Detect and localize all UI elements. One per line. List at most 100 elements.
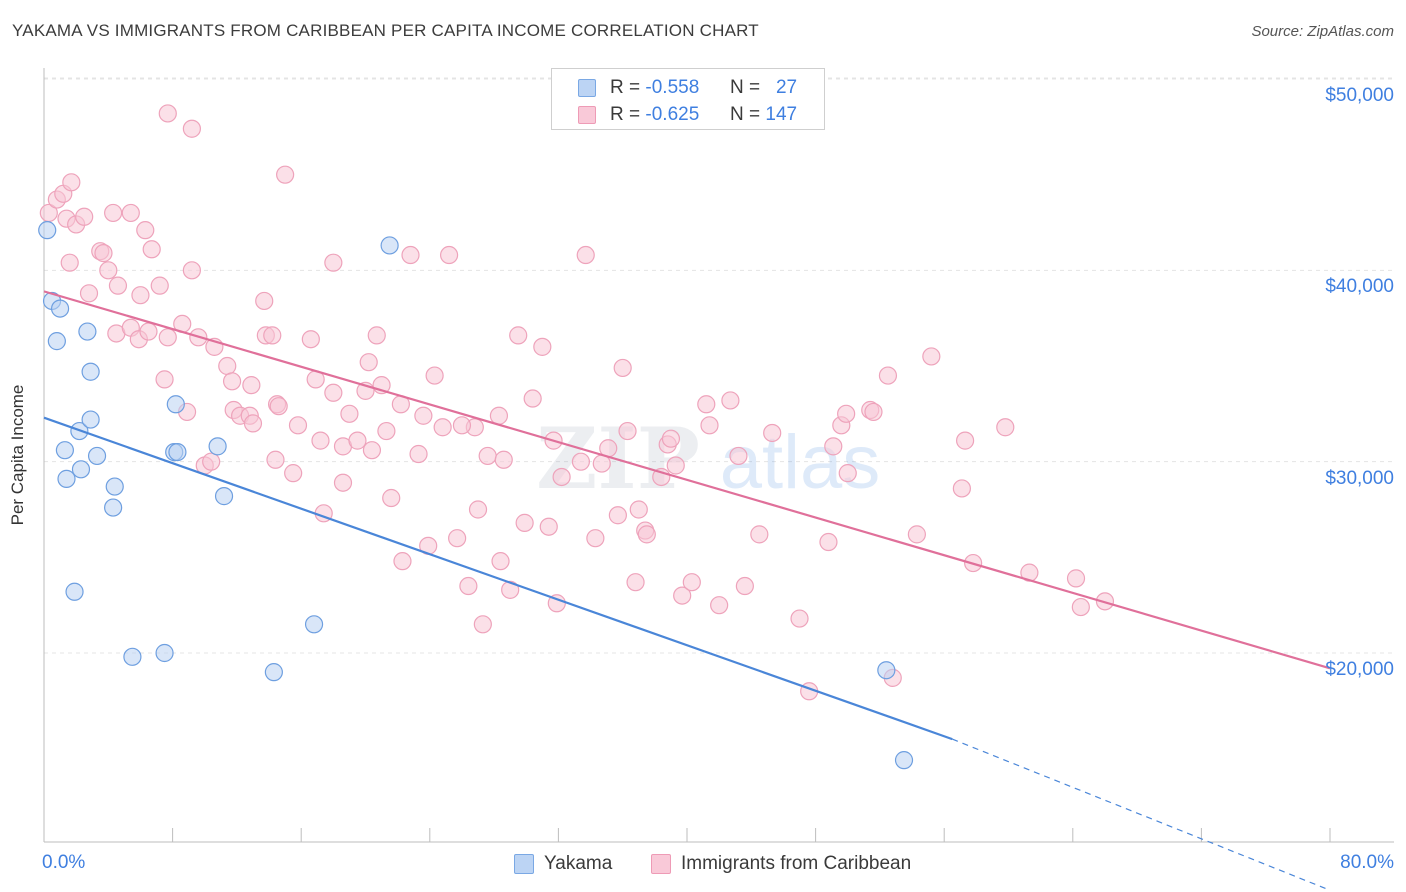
watermark-atlas: atlas	[720, 420, 881, 505]
caribbean-point	[242, 376, 261, 395]
caribbean-point	[414, 406, 433, 425]
yakama-point	[81, 410, 100, 429]
caribbean-point	[367, 326, 386, 345]
caribbean-point	[626, 573, 645, 592]
caribbean-point	[907, 525, 926, 544]
caribbean-point	[266, 450, 285, 469]
caribbean-point	[819, 532, 838, 552]
yakama-trend-extension	[952, 738, 1331, 891]
caribbean-point	[448, 529, 467, 548]
caribbean-point	[439, 245, 459, 265]
bottom-legend-label-caribbean: Immigrants from Caribbean	[681, 853, 912, 874]
caribbean-point	[996, 418, 1015, 437]
caribbean-point	[62, 173, 81, 192]
caribbean-point	[1071, 597, 1090, 617]
caribbean-point	[182, 119, 201, 138]
caribbean-point	[348, 431, 367, 450]
caribbean-points	[39, 104, 1115, 701]
caribbean-point	[377, 421, 396, 441]
caribbean-point	[121, 203, 140, 223]
caribbean-point	[473, 615, 492, 634]
source-credit: Source: ZipAtlas.com	[1251, 23, 1394, 40]
caribbean-point	[104, 203, 123, 223]
legend-r-caribbean: R = -0.625	[610, 104, 700, 125]
yakama-point	[123, 647, 142, 666]
yakama-point	[65, 582, 84, 601]
caribbean-point	[952, 479, 971, 498]
caribbean-point	[150, 276, 169, 295]
caribbean-point	[60, 253, 79, 272]
caribbean-point	[576, 245, 595, 265]
caribbean-point	[501, 580, 520, 599]
yakama-trend-line	[43, 416, 953, 741]
caribbean-point	[94, 244, 113, 263]
caribbean-point	[608, 506, 627, 525]
yakama-point	[877, 661, 896, 680]
caribbean-point	[401, 245, 420, 265]
yakama-point	[55, 441, 74, 460]
yakama-point	[47, 332, 66, 351]
caribbean-point	[218, 356, 237, 376]
legend-n-caribbean: N = 147	[730, 104, 798, 125]
caribbean-point	[729, 446, 748, 466]
caribbean-point	[409, 444, 428, 464]
caribbean-point	[955, 431, 975, 450]
caribbean-point	[735, 576, 754, 596]
caribbean-point	[763, 423, 782, 443]
caribbean-point	[533, 337, 552, 356]
x-tick-label-min: 0.0%	[42, 852, 86, 873]
legend-swatch-caribbean	[578, 106, 596, 124]
caribbean-point	[838, 464, 857, 483]
y-tick-label: $40,000	[1325, 276, 1394, 298]
caribbean-point	[301, 330, 320, 349]
caribbean-point	[750, 525, 769, 544]
y-axis-label: Per Capita Income	[8, 384, 27, 526]
caribbean-point	[324, 253, 343, 272]
y-tick-label: $30,000	[1325, 467, 1394, 489]
axes	[43, 68, 1394, 843]
caribbean-point	[682, 573, 701, 592]
legend-n-yakama: N = 27	[730, 77, 798, 98]
grid-lines	[44, 77, 1394, 654]
caribbean-point	[155, 370, 174, 389]
caribbean-point	[721, 391, 740, 410]
caribbean-point	[276, 165, 295, 184]
caribbean-point	[613, 358, 632, 378]
caribbean-point	[99, 261, 118, 280]
caribbean-point	[393, 552, 412, 571]
chart-title: YAKAMA VS IMMIGRANTS FROM CARIBBEAN PER …	[12, 21, 759, 40]
caribbean-point	[661, 429, 681, 448]
caribbean-point	[468, 500, 488, 519]
caribbean-point	[459, 576, 478, 596]
caribbean-point	[255, 291, 274, 311]
caribbean-point	[666, 456, 685, 475]
y-tick-label: $20,000	[1325, 659, 1394, 680]
caribbean-point	[311, 431, 330, 450]
caribbean-point	[108, 276, 128, 295]
caribbean-point	[359, 353, 378, 372]
caribbean-point	[340, 404, 359, 423]
caribbean-point	[523, 389, 542, 408]
yakama-point	[304, 615, 324, 634]
caribbean-point	[673, 586, 692, 605]
trend-lines	[43, 290, 1331, 891]
caribbean-point	[324, 383, 343, 402]
yakama-point	[87, 446, 107, 466]
caribbean-point	[284, 464, 303, 483]
caribbean-point	[586, 529, 605, 548]
caribbean-point	[79, 284, 99, 303]
stats-legend: R = -0.558 N = 27 R = -0.625 N = 147	[551, 68, 825, 130]
yakama-point	[264, 663, 283, 682]
caribbean-point	[864, 402, 883, 422]
yakama-point	[38, 221, 57, 240]
caribbean-point	[629, 500, 648, 519]
yakama-point	[57, 469, 76, 488]
caribbean-point	[790, 609, 809, 628]
caribbean-point	[837, 404, 856, 423]
caribbean-point	[489, 406, 509, 425]
yakama-point	[380, 236, 399, 255]
caribbean-point	[494, 450, 513, 469]
caribbean-point	[710, 596, 729, 615]
caribbean-point	[539, 517, 558, 536]
